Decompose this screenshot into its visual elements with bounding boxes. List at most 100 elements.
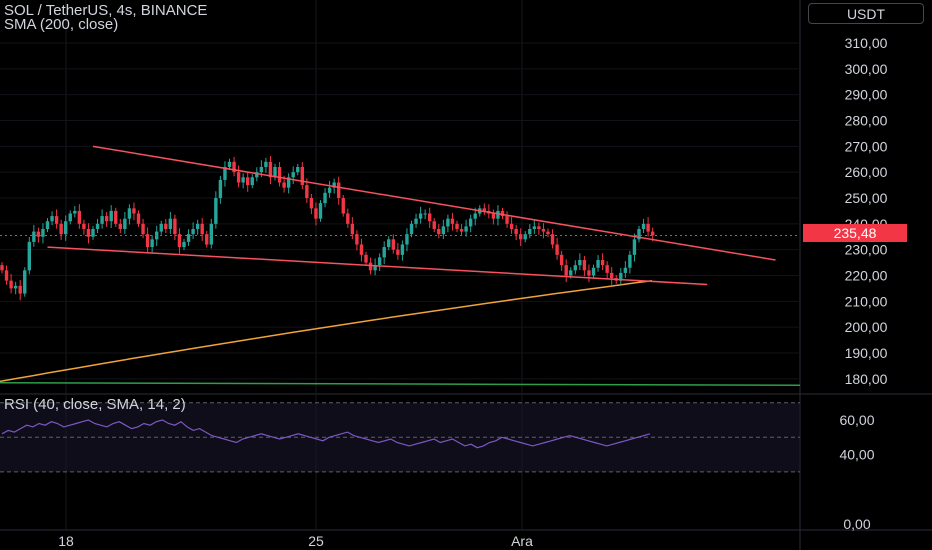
candle-body [605, 265, 609, 273]
candle-body [191, 228, 195, 235]
candle-body [405, 234, 409, 245]
candle-body [482, 208, 486, 211]
candle-body [546, 231, 550, 235]
rsi-line [1, 419, 651, 449]
candle-body [273, 166, 277, 178]
candle-body [64, 221, 68, 235]
candle-body [177, 234, 182, 248]
candle-body [218, 179, 223, 198]
candle-body [623, 267, 628, 273]
candle-body [473, 213, 477, 219]
candle-body [491, 213, 496, 219]
candle-body [182, 241, 186, 248]
candle-body [91, 228, 95, 237]
price-tick-label: 230,00 [845, 242, 888, 258]
candle-body [73, 210, 77, 214]
candle-body [600, 259, 605, 266]
candle-body [45, 221, 50, 229]
candle-body [36, 231, 41, 237]
candle-body [505, 216, 509, 224]
candle-body [209, 223, 213, 245]
candle-body [646, 223, 650, 232]
long-ma-line [0, 381, 801, 387]
candle-body [596, 259, 600, 268]
candle-body [232, 161, 236, 173]
candle-body [632, 239, 637, 255]
candle-body [532, 226, 537, 229]
candle-body [109, 210, 113, 222]
candle-body [382, 247, 386, 258]
candle-body [173, 218, 177, 235]
candle-body [77, 210, 82, 224]
candle-body [587, 270, 591, 276]
candle-body [423, 213, 427, 215]
candle-body [437, 228, 441, 235]
trendline-upper[interactable] [92, 145, 776, 261]
candle-body [619, 272, 623, 281]
candle-body [637, 228, 641, 240]
candle-body [82, 223, 86, 229]
time-tick-label: 18 [58, 533, 74, 549]
candle-body [18, 285, 22, 294]
candle-body [341, 197, 345, 214]
candle-body [4, 270, 9, 281]
candle-body [337, 182, 341, 198]
candle-body [300, 166, 304, 186]
candle-body [523, 234, 527, 240]
candle-body [309, 197, 314, 209]
currency-selector-button[interactable]: USDT [808, 3, 924, 24]
symbol-legend[interactable]: SOL / TetherUS, 4s, BINANCE [4, 2, 208, 19]
candle-body [104, 216, 109, 222]
price-tick-label: 180,00 [845, 371, 888, 387]
candle-body [127, 208, 132, 219]
candle-body [164, 223, 168, 229]
trendline-lower[interactable] [47, 246, 708, 286]
candle-body [509, 223, 514, 229]
candle-body [332, 182, 336, 188]
candle-body [364, 254, 368, 263]
price-tick-label: 260,00 [845, 164, 888, 180]
candle-body [264, 161, 268, 167]
candle-body [455, 223, 459, 229]
candle-body [610, 272, 614, 279]
candle-body [186, 234, 191, 242]
candle-body [582, 259, 587, 271]
candle-body [409, 223, 414, 235]
candle-body [100, 216, 104, 224]
candle-body [23, 270, 27, 294]
candle-body [641, 223, 646, 229]
candle-body [396, 249, 400, 255]
candle-body [255, 172, 259, 178]
candle-body [537, 226, 541, 229]
candle-body [227, 161, 232, 167]
last-price-tag: 235,48 [803, 224, 907, 242]
candle-body [9, 280, 13, 289]
candle-body [496, 210, 500, 219]
time-tick-label: 25 [308, 533, 324, 549]
candle-body [223, 166, 227, 180]
candle-body [418, 213, 423, 219]
candle-body [387, 239, 391, 248]
candle-body [136, 213, 141, 224]
candle-body [468, 218, 473, 227]
candle-body [95, 223, 100, 229]
candle-body [432, 221, 436, 229]
candle-body [150, 239, 154, 248]
candle-body [54, 216, 59, 224]
candle-body [359, 244, 364, 255]
sma-legend[interactable]: SMA (200, close) [4, 16, 119, 33]
candle-body [373, 265, 377, 271]
candle-body [541, 228, 546, 232]
price-tick-label: 310,00 [845, 35, 888, 51]
candle-body [428, 213, 432, 222]
rsi-legend[interactable]: RSI (40, close, SMA, 14, 2) [4, 396, 186, 413]
candle-body [277, 166, 282, 183]
candle-body [318, 203, 323, 219]
rsi-tick-label: 0,00 [843, 516, 870, 532]
candle-body [50, 216, 54, 222]
candle-body [555, 244, 559, 255]
candle-body [41, 228, 45, 237]
price-tick-label: 210,00 [845, 293, 888, 309]
candle-body [159, 223, 163, 232]
